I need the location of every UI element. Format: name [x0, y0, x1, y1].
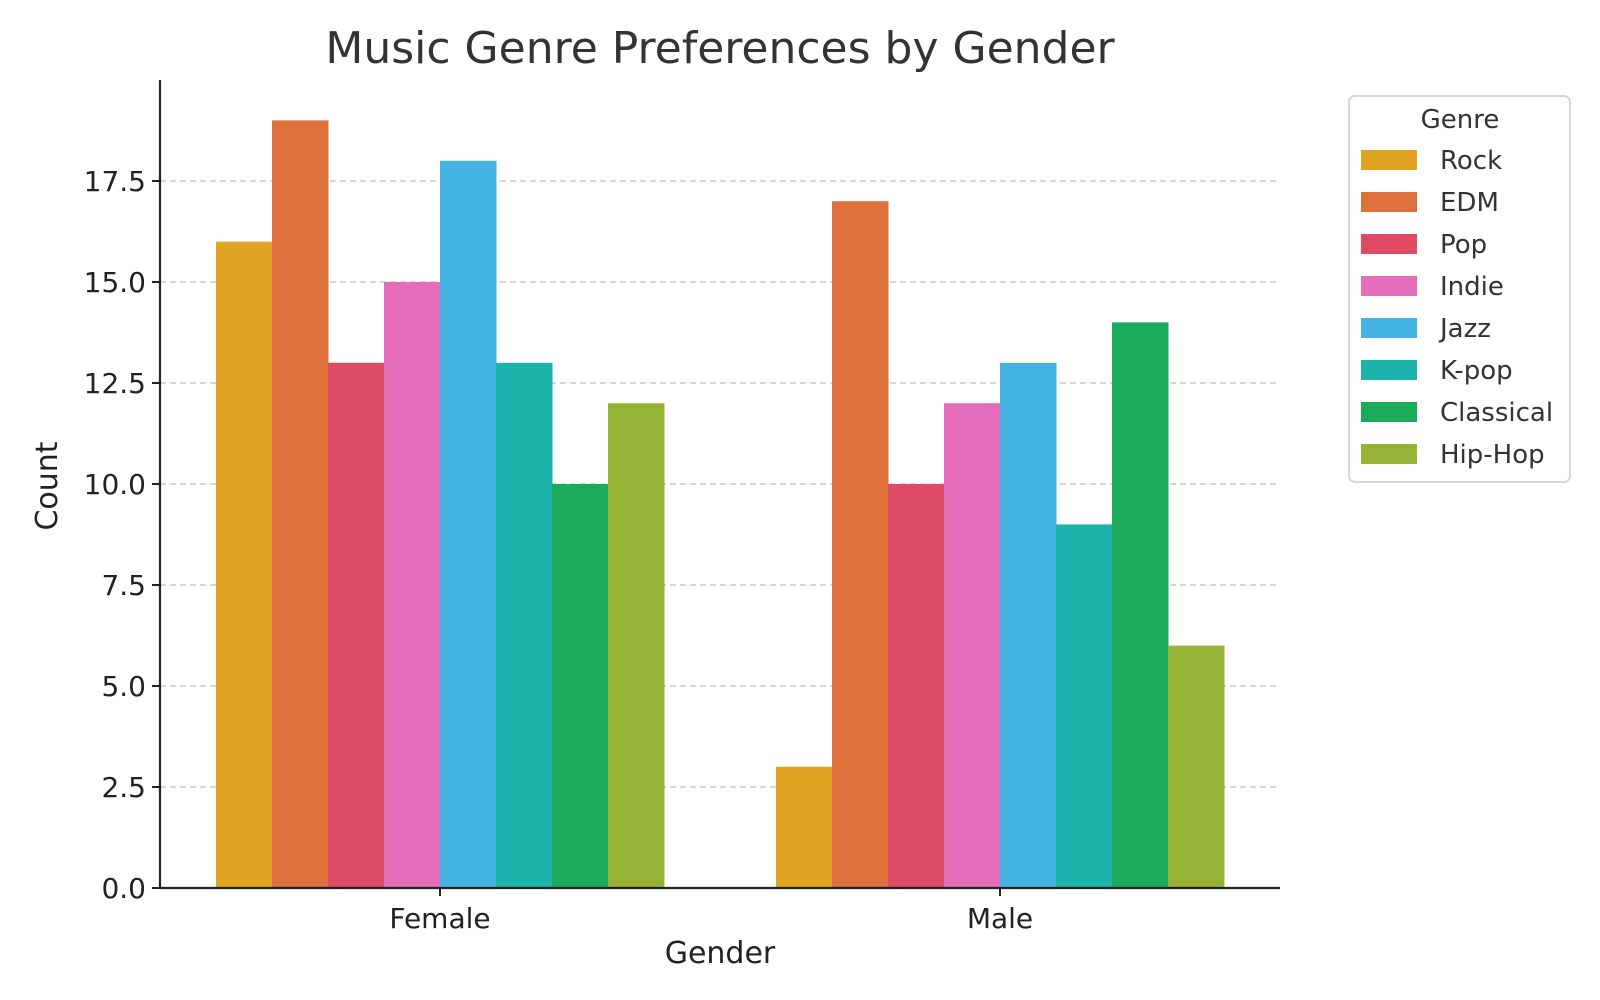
x-axis-label: Gender — [665, 936, 776, 971]
chart-title: Music Genre Preferences by Gender — [325, 23, 1115, 74]
bar-classical-male — [1112, 322, 1169, 888]
bar-hip-hop-female — [608, 403, 665, 888]
y-tick-label: 10.0 — [84, 468, 146, 501]
bar-jazz-female — [440, 160, 497, 889]
x-tick-label: Male — [967, 902, 1033, 935]
legend-label: Jazz — [1438, 314, 1491, 344]
legend-swatch — [1361, 192, 1417, 212]
y-tick-label: 12.5 — [84, 367, 146, 400]
y-tick-label: 17.5 — [84, 165, 146, 198]
legend-swatch — [1361, 234, 1417, 254]
legend-label: Classical — [1440, 398, 1553, 428]
y-tick-label: 5.0 — [101, 670, 146, 703]
bar-indie-male — [944, 403, 1001, 888]
bar-hip-hop-male — [1168, 645, 1225, 888]
bar-rock-female — [216, 241, 273, 889]
legend-swatch — [1361, 360, 1417, 380]
y-tick-label: 7.5 — [101, 569, 146, 602]
legend-label: K-pop — [1440, 356, 1513, 386]
legend-label: Pop — [1440, 230, 1487, 260]
legend-label: Indie — [1440, 272, 1504, 302]
bar-edm-male — [832, 201, 889, 888]
bar-edm-female — [272, 120, 329, 888]
legend-title: Genre — [1421, 105, 1500, 135]
bar-k-pop-male — [1056, 524, 1113, 888]
legend-swatch — [1361, 276, 1417, 296]
bars — [216, 120, 1225, 889]
legend-swatch — [1361, 150, 1417, 170]
bar-rock-male — [776, 766, 833, 888]
bar-classical-female — [552, 484, 609, 888]
bar-pop-male — [888, 484, 945, 888]
bar-k-pop-female — [496, 362, 553, 888]
y-axis-label: Count — [30, 441, 65, 530]
axes: 0.0 2.5 5.0 7.5 10.0 12.5 15.0 17.5 Female Male — [84, 80, 1280, 935]
x-tick-label: Female — [389, 902, 490, 935]
legend-label: EDM — [1440, 188, 1499, 218]
legend-label: Hip-Hop — [1440, 440, 1545, 470]
legend-label: Rock — [1440, 146, 1502, 176]
legend: Genre Rock EDM Pop Indie Jazz K-pop Classical H… — [1348, 95, 1571, 483]
y-tick-label: 2.5 — [101, 771, 146, 804]
bar-indie-female — [384, 282, 441, 888]
y-tick-label: 15.0 — [84, 266, 146, 299]
legend-swatch — [1361, 402, 1417, 422]
y-tick-label: 0.0 — [101, 872, 146, 905]
bar-jazz-male — [1000, 362, 1057, 888]
bar-pop-female — [328, 362, 385, 888]
legend-swatch — [1361, 318, 1417, 338]
legend-items: Rock EDM Pop Indie Jazz K-pop Classical Hip-Hop — [1361, 146, 1553, 470]
legend-swatch — [1361, 444, 1417, 464]
